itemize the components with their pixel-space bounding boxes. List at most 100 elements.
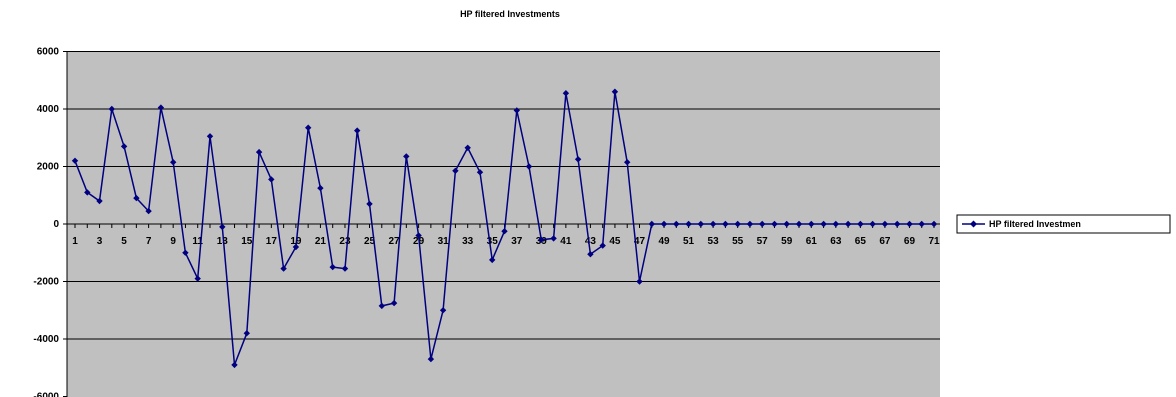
data-point xyxy=(636,278,643,285)
data-point xyxy=(255,148,263,156)
x-tick-label: 15 xyxy=(241,236,253,247)
x-tick-label: 43 xyxy=(585,236,597,247)
data-point xyxy=(157,104,165,111)
x-tick-label: 65 xyxy=(855,236,867,247)
data-point xyxy=(501,228,508,235)
legend-box xyxy=(956,214,1171,234)
y-tick-label: -4000 xyxy=(33,334,59,345)
x-tick-label: 63 xyxy=(830,236,842,247)
y-tick-label: 0 xyxy=(53,219,59,230)
data-point xyxy=(783,220,790,228)
x-tick-label: 33 xyxy=(462,236,474,247)
data-point xyxy=(96,197,103,205)
x-tick-label: 61 xyxy=(806,236,818,247)
data-point xyxy=(366,200,373,208)
x-tick-label: 49 xyxy=(658,236,670,247)
data-point xyxy=(219,223,226,231)
x-tick-label: 7 xyxy=(146,236,152,247)
data-point xyxy=(844,220,852,228)
data-point xyxy=(243,330,250,337)
data-point xyxy=(660,220,668,228)
data-point xyxy=(378,302,385,310)
data-point xyxy=(513,107,520,114)
data-point xyxy=(918,220,925,228)
data-point xyxy=(415,232,422,239)
data-point xyxy=(292,243,300,251)
x-tick-label: 1 xyxy=(72,236,78,247)
data-point xyxy=(673,220,680,228)
data-point xyxy=(133,194,140,202)
gridlines xyxy=(67,51,940,340)
data-point xyxy=(808,220,815,228)
data-point xyxy=(280,265,287,272)
x-tick-label: 9 xyxy=(170,236,176,247)
data-point xyxy=(574,156,582,163)
data-point xyxy=(734,220,741,228)
data-point xyxy=(857,220,864,228)
x-tick-label: 25 xyxy=(364,236,376,247)
data-point xyxy=(268,176,275,183)
data-point xyxy=(832,220,839,228)
data-point xyxy=(795,220,803,228)
x-tick-label: 17 xyxy=(266,236,278,247)
data-point xyxy=(439,307,447,314)
legend-marker xyxy=(970,220,977,228)
data-point xyxy=(538,236,545,243)
x-tick-label: 11 xyxy=(192,236,203,247)
data-point xyxy=(231,361,238,369)
data-point xyxy=(476,169,484,176)
data-point xyxy=(881,220,889,228)
data-point xyxy=(390,299,398,307)
data-point xyxy=(489,256,496,264)
x-tick-label: 53 xyxy=(708,236,720,247)
x-tick-label: 31 xyxy=(438,236,450,247)
data-point xyxy=(599,242,606,249)
data-point xyxy=(685,220,692,228)
data-point xyxy=(722,220,729,228)
data-point xyxy=(525,163,533,170)
data-point xyxy=(759,220,766,228)
x-tick-label: 59 xyxy=(781,236,793,247)
data-point xyxy=(170,159,177,166)
x-tick-label: 21 xyxy=(315,236,327,247)
x-tick-label: 37 xyxy=(511,236,523,247)
y-tick-label: -6000 xyxy=(33,392,59,397)
data-point xyxy=(329,263,336,271)
data-point xyxy=(354,127,361,134)
data-point xyxy=(452,167,459,174)
x-tick-label: 23 xyxy=(339,236,351,247)
data-point xyxy=(427,355,435,363)
y-tick-label: 2000 xyxy=(37,162,60,173)
x-tick-label: 57 xyxy=(757,236,769,247)
data-point xyxy=(84,189,91,196)
x-tick-label: 67 xyxy=(879,236,891,247)
data-point xyxy=(317,184,324,192)
data-point xyxy=(869,220,876,228)
x-tick-label: 47 xyxy=(634,236,646,247)
data-point xyxy=(108,105,115,113)
data-point xyxy=(906,220,913,228)
data-point xyxy=(403,153,410,160)
x-tick-label: 45 xyxy=(609,236,621,247)
data-point xyxy=(182,249,189,256)
x-tick-label: 71 xyxy=(928,236,940,247)
data-point xyxy=(120,143,128,150)
x-tick-label: 27 xyxy=(388,236,400,247)
data-point xyxy=(611,88,619,95)
x-tick-label: 55 xyxy=(732,236,744,247)
data-point xyxy=(562,90,570,97)
data-point xyxy=(550,235,557,242)
chart-title: HP filtered Investments xyxy=(460,9,560,19)
data-point xyxy=(648,220,655,228)
data-point xyxy=(624,159,631,166)
x-tick-label: 13 xyxy=(217,236,229,247)
x-tick-label: 35 xyxy=(487,236,499,247)
data-point xyxy=(771,220,778,228)
x-tick-label: 41 xyxy=(560,236,572,247)
x-tick-label: 3 xyxy=(97,236,103,247)
x-tick-label: 5 xyxy=(121,236,127,247)
data-point xyxy=(71,157,79,164)
data-point xyxy=(145,207,152,215)
x-tick-label: 51 xyxy=(683,236,695,247)
data-point xyxy=(894,220,901,228)
